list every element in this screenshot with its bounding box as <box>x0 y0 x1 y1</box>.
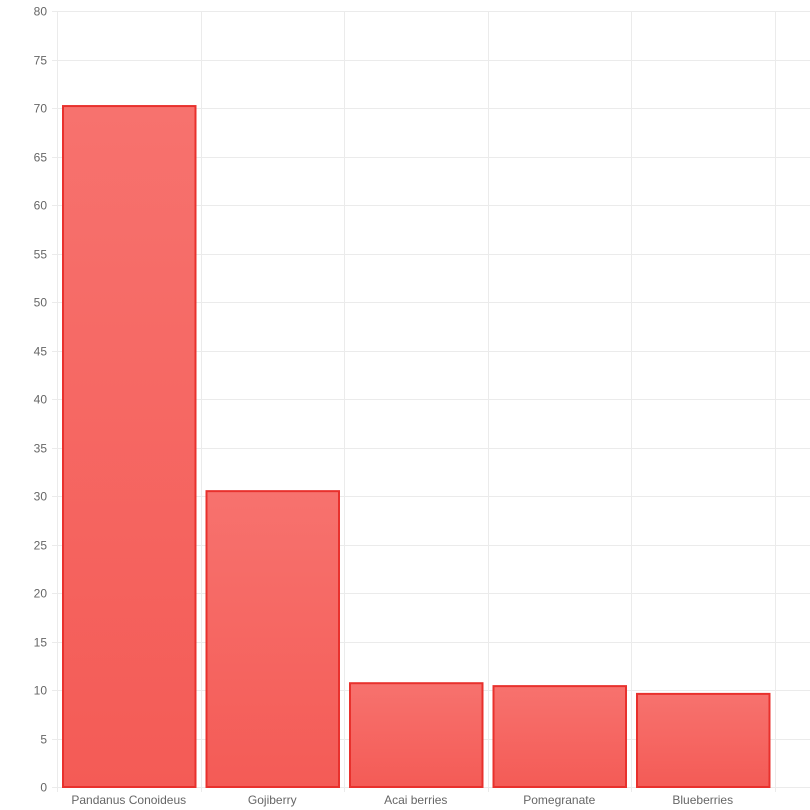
y-tick-label: 15 <box>34 636 48 650</box>
y-tick-label: 75 <box>34 54 48 68</box>
y-axis: 0 5 10 15 20 25 30 35 40 45 50 55 60 65 70 75 80 <box>34 5 48 795</box>
y-tick-label: 25 <box>34 539 48 553</box>
y-tick-label: 80 <box>34 5 48 19</box>
bar-blueberries <box>636 692 771 789</box>
y-tick-label: 50 <box>34 296 48 310</box>
y-tick-label: 45 <box>34 345 48 359</box>
y-tick-label: 60 <box>34 199 48 213</box>
x-tick-label: Acai berries <box>384 793 447 807</box>
y-tick-label: 30 <box>34 490 48 504</box>
y-tick-label: 65 <box>34 151 48 165</box>
bar-pandanus-conoideus <box>62 105 197 788</box>
y-tick-label: 55 <box>34 248 48 262</box>
bars <box>62 105 771 789</box>
bar-pomegranate <box>492 685 627 788</box>
x-tick-label: Pomegranate <box>523 793 595 807</box>
bar-gojiberry <box>205 490 340 788</box>
x-axis: Pandanus Conoideus Gojiberry Acai berries P… <box>71 793 733 807</box>
y-tick-label: 35 <box>34 442 48 456</box>
y-tick-label: 40 <box>34 393 48 407</box>
x-tick-label: Pandanus Conoideus <box>71 793 186 807</box>
y-tick-label: 0 <box>40 781 47 795</box>
bar-acai-berries <box>349 682 484 789</box>
x-tick-label: Gojiberry <box>248 793 297 807</box>
y-tick-label: 20 <box>34 587 48 601</box>
y-tick-label: 10 <box>34 684 48 698</box>
x-tick-label: Blueberries <box>672 793 733 807</box>
y-tick-label: 5 <box>40 733 47 747</box>
y-tick-label: 70 <box>34 102 48 116</box>
